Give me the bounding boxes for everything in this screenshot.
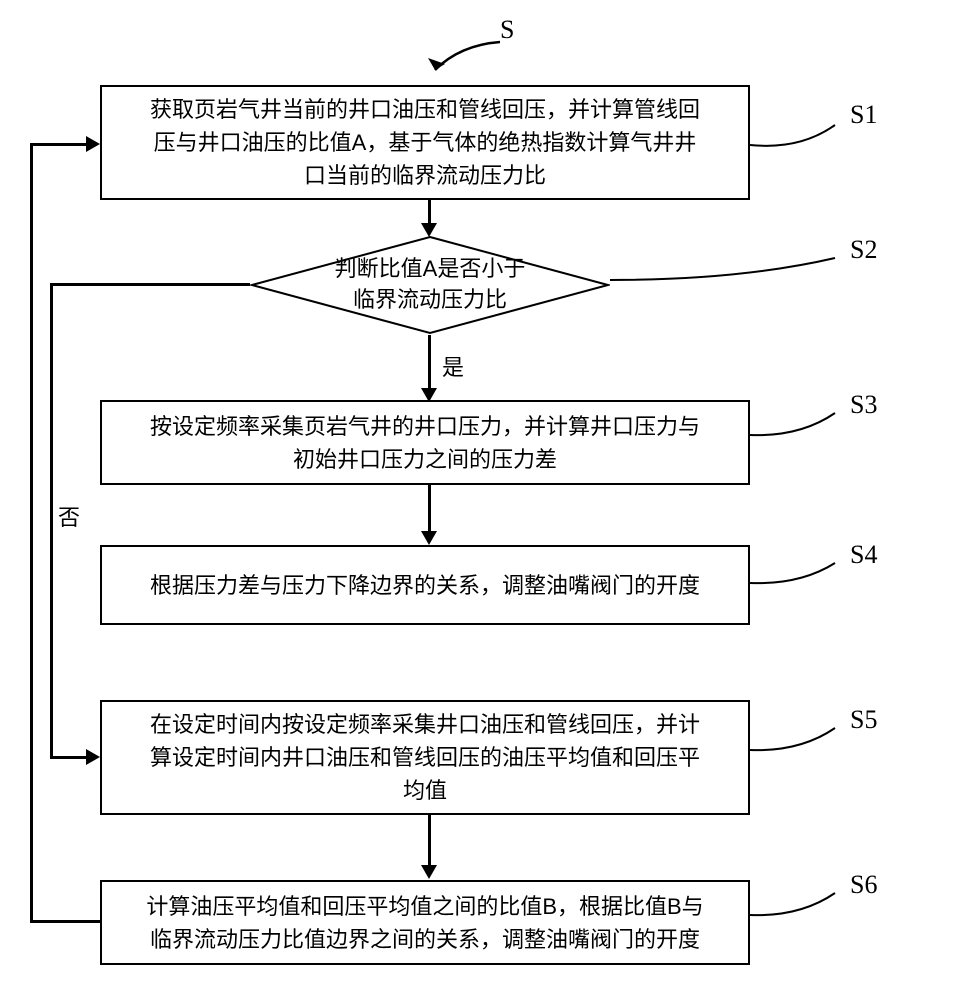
step-s5: 在设定时间内按设定频率采集井口油压和管线回压，并计 算设定时间内井口油压和管线回… bbox=[100, 700, 750, 815]
edge-label-yes: 是 bbox=[442, 350, 464, 382]
label-s3: S3 bbox=[850, 390, 877, 420]
label-s6-connector bbox=[750, 885, 845, 940]
no-branch-vert bbox=[50, 283, 53, 758]
step-s4: 根据压力差与压力下降边界的关系，调整油嘴阀门的开度 bbox=[100, 545, 750, 625]
label-s3-connector bbox=[750, 405, 845, 455]
label-s1: S1 bbox=[850, 100, 877, 130]
label-s4-connector bbox=[750, 555, 845, 605]
flowchart-container: S 获取页岩气井当前的井口油压和管线回压，并计算管线回 压与井口油压的比值A，基… bbox=[0, 0, 962, 1000]
step-s2-decision: 判断比值A是否小于 临界流动压力比 bbox=[250, 235, 610, 335]
step-s3: 按设定频率采集页岩气井的井口压力，并计算井口压力与 初始井口压力之间的压力差 bbox=[100, 400, 750, 485]
label-s4: S4 bbox=[850, 540, 877, 570]
arrow-s3-s4 bbox=[428, 485, 431, 533]
loop-from-s6-horiz bbox=[30, 920, 100, 923]
arrowhead-s5-s6 bbox=[421, 865, 437, 879]
step-s1: 获取页岩气井当前的井口油压和管线回压，并计算管线回 压与井口油压的比值A，基于气… bbox=[100, 85, 750, 200]
label-s2: S2 bbox=[850, 235, 877, 265]
label-s5: S5 bbox=[850, 705, 877, 735]
start-arrow bbox=[400, 30, 520, 90]
loop-vert bbox=[30, 143, 33, 923]
label-s6: S6 bbox=[850, 870, 877, 900]
step-s6: 计算油压平均值和回压平均值之间的比值B，根据比值B与 临界流动压力比值边界之间的… bbox=[100, 880, 750, 965]
arrowhead-loop-s1 bbox=[86, 136, 100, 152]
arrow-s5-s6 bbox=[428, 815, 431, 867]
no-branch-horiz bbox=[50, 283, 250, 286]
loop-to-s1-horiz bbox=[30, 143, 88, 146]
arrowhead-s3-s4 bbox=[421, 531, 437, 545]
arrow-s1-s2 bbox=[428, 200, 431, 225]
label-s2-connector bbox=[610, 250, 845, 290]
label-s1-connector bbox=[750, 115, 845, 175]
label-s5-connector bbox=[750, 720, 845, 775]
edge-label-no: 否 bbox=[58, 500, 80, 532]
arrow-s2-s3 bbox=[428, 335, 431, 390]
no-branch-to-s5 bbox=[50, 756, 88, 759]
arrowhead-no-s5 bbox=[86, 749, 100, 765]
